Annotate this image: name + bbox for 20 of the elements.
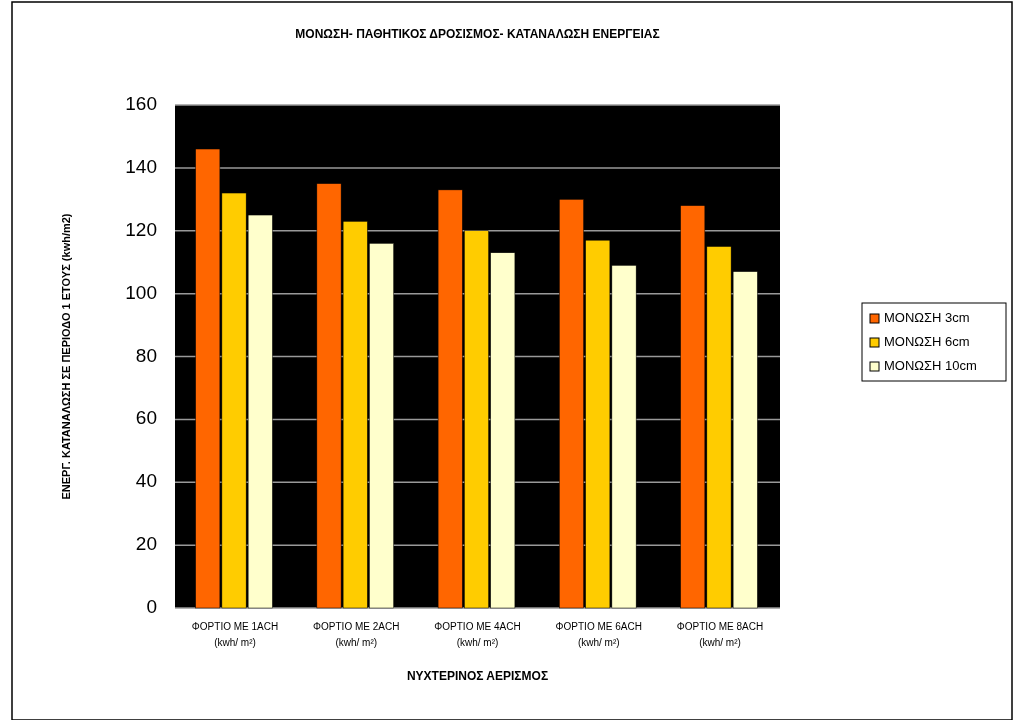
y-tick-label: 140 xyxy=(125,155,157,177)
x-tick-label: ΦΟΡΤΙΟ ΜΕ 6ACH (kwh/ m²) xyxy=(555,621,642,648)
x-tick-label: ΦΟΡΤΙΟ ΜΕ 4ACH (kwh/ m²) xyxy=(434,621,521,648)
y-tick-label: 60 xyxy=(135,407,157,429)
y-tick-label: 0 xyxy=(146,596,157,618)
legend-label: ΜΟΝΩΣΗ 6cm xyxy=(884,334,970,350)
y-tick-label: 40 xyxy=(135,470,157,492)
y-tick-label: 80 xyxy=(135,344,157,366)
x-tick-label: ΦΟΡΤΙΟ ΜΕ 2ACH (kwh/ m²) xyxy=(313,621,400,648)
x-tick-label: ΦΟΡΤΙΟ ΜΕ 8ACH (kwh/ m²) xyxy=(676,621,764,648)
y-tick-label: 120 xyxy=(125,218,157,240)
y-tick-label: 20 xyxy=(135,533,157,555)
legend-label: ΜΟΝΩΣΗ 3cm xyxy=(884,310,970,326)
chart-title: ΜΟΝΩΣΗ- ΠΑΘΗΤΙΚΟΣ ΔΡΟΣΙΣΜΟΣ- ΚΑΤΑΝΑΛΩΣΗ ΕΝΕΡΓΕΙΑΣ xyxy=(295,27,660,41)
x-tick-label: ΦΟΡΤΙΟ ΜΕ 1ACH (kwh/ m²) xyxy=(191,621,279,648)
y-axis-title: ΕΝΕΡΓ. ΚΑΤΑΝΑΛΩΣΗ ΣΕ ΠΕΡΙΟΔΟ 1 ΕΤΟΥΣ (kwh/m2) xyxy=(60,213,72,500)
x-axis-title: ΝΥΧΤΕΡΙΝΟΣ ΑΕΡΙΣΜΟΣ xyxy=(406,669,549,683)
y-tick-label: 160 xyxy=(125,93,157,115)
legend-label: ΜΟΝΩΣΗ 10cm xyxy=(884,358,977,374)
y-tick-label: 100 xyxy=(125,281,157,303)
